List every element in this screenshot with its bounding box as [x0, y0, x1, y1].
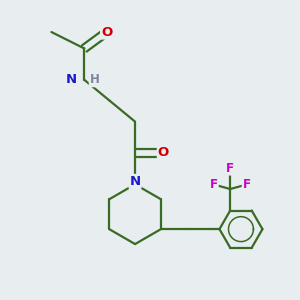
Text: O: O — [101, 26, 112, 38]
Text: H: H — [90, 73, 100, 86]
Text: N: N — [130, 175, 141, 188]
Text: F: F — [226, 162, 234, 175]
Text: N: N — [66, 73, 77, 86]
Text: F: F — [210, 178, 218, 191]
Text: F: F — [243, 178, 250, 191]
Text: O: O — [158, 146, 169, 160]
